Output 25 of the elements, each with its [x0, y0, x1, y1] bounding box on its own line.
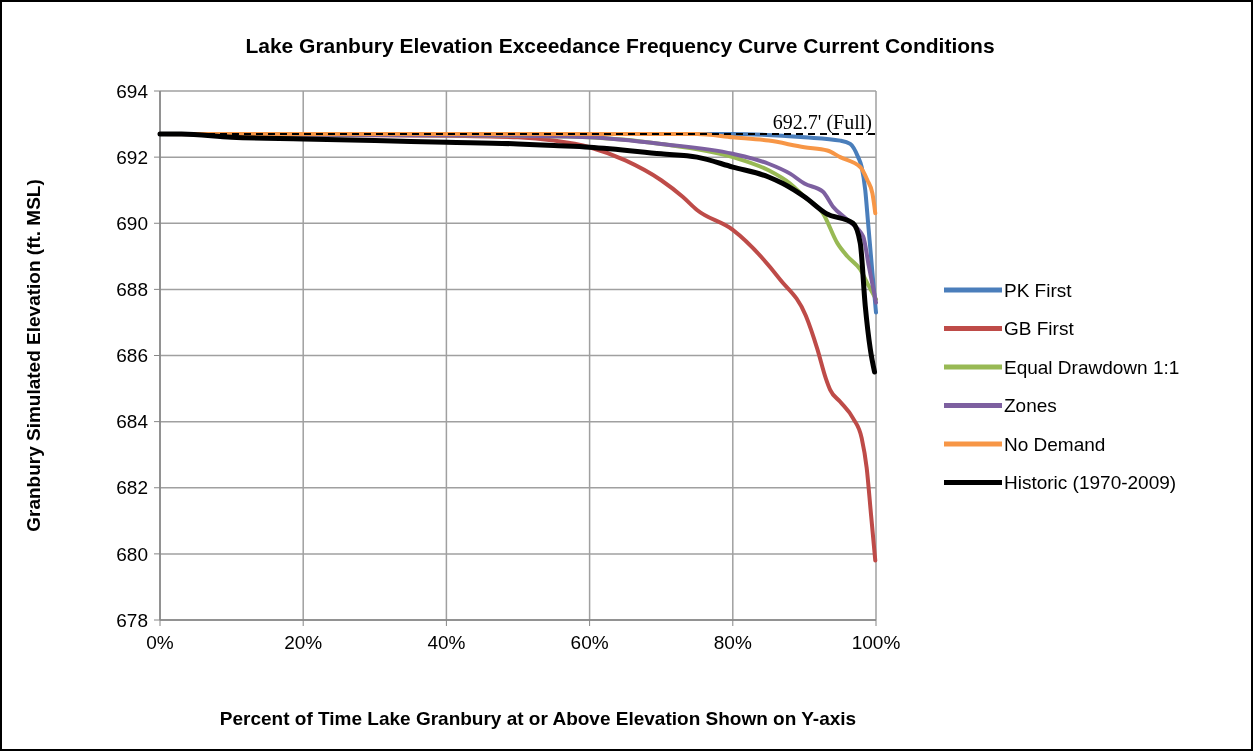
legend-label: PK First [1004, 279, 1073, 301]
y-tick-label: 694 [116, 80, 149, 102]
y-tick-label: 684 [116, 411, 149, 433]
chart-title: Lake Granbury Elevation Exceedance Frequency Curve Current Conditions [245, 34, 995, 57]
legend-label: Zones [1004, 395, 1057, 417]
x-axis-title: Percent of Time Lake Granbury at or Above Elevation Shown on Y-axis [219, 708, 857, 729]
y-tick-label: 692 [116, 146, 148, 168]
legend-label: GB First [1004, 318, 1075, 340]
y-tick-label: 686 [116, 345, 148, 367]
y-tick-label: 690 [116, 212, 148, 234]
x-tick-label: 80% [713, 631, 752, 653]
y-tick-label: 678 [116, 609, 148, 631]
x-tick-label: 60% [570, 631, 609, 653]
y-axis-title: Granbury Simulated Elevation (ft. MSL) [23, 179, 44, 532]
x-tick-label: 100% [851, 631, 901, 653]
ref-line-label: 692.7' (Full) [772, 110, 872, 134]
legend-label: Historic (1970-2009) [1004, 472, 1177, 494]
x-tick-label: 0% [146, 631, 174, 653]
y-tick-label: 688 [116, 279, 148, 301]
y-tick-label: 682 [116, 477, 148, 499]
x-tick-label: 20% [284, 631, 323, 653]
y-tick-label: 680 [116, 543, 148, 565]
legend-label: Equal Drawdown 1:1 [1004, 356, 1180, 378]
x-tick-label: 40% [427, 631, 466, 653]
legend-label: No Demand [1004, 433, 1106, 455]
